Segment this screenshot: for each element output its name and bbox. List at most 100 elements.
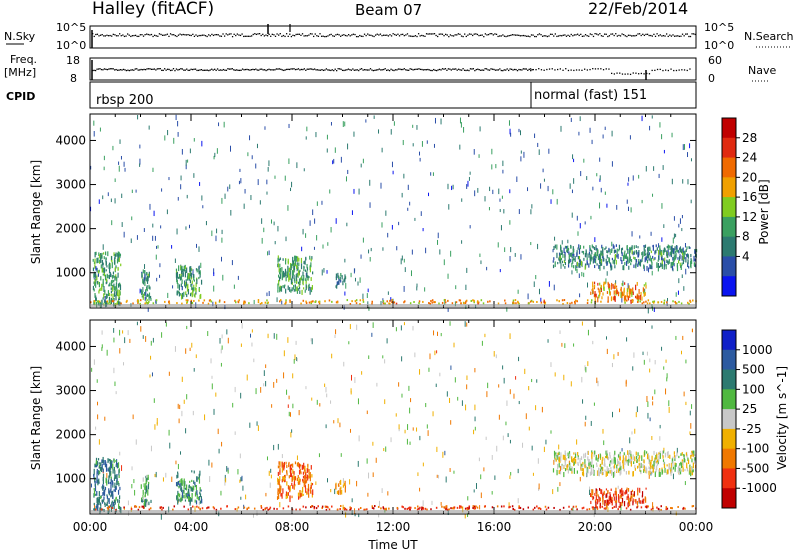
echo-cell bbox=[590, 420, 592, 426]
echo-cell bbox=[482, 302, 485, 305]
echo-cell bbox=[282, 276, 284, 279]
echo-cell bbox=[625, 381, 627, 387]
echo-cell bbox=[296, 262, 298, 265]
echo-cell bbox=[112, 271, 115, 275]
echo-cell bbox=[463, 302, 465, 305]
echo-cell bbox=[198, 496, 200, 501]
echo-cell bbox=[509, 439, 511, 444]
echo-cell bbox=[659, 471, 661, 477]
echo-cell bbox=[600, 252, 603, 256]
echo-cell bbox=[677, 257, 679, 260]
echo-cell bbox=[287, 269, 289, 273]
velocity-colorbar-label: Velocity [m s^-1] bbox=[775, 366, 789, 470]
echo-cell bbox=[690, 258, 692, 261]
echo-cell bbox=[657, 459, 659, 465]
echo-cell bbox=[587, 361, 589, 367]
echo-cell bbox=[106, 294, 108, 299]
echo-cell bbox=[341, 489, 343, 495]
echo-cell bbox=[651, 115, 653, 119]
echo-cell bbox=[114, 470, 116, 474]
velocity-echo-layer bbox=[90, 321, 697, 520]
echo-cell bbox=[281, 479, 283, 483]
nsky-sample bbox=[152, 35, 154, 38]
nsky-sample bbox=[266, 35, 269, 37]
echo-cell bbox=[464, 507, 467, 510]
echo-cell bbox=[619, 451, 621, 455]
echo-cell bbox=[673, 233, 675, 239]
freq-sample bbox=[305, 69, 307, 71]
nave-label: Nave bbox=[748, 64, 776, 77]
echo-cell bbox=[178, 485, 180, 489]
echo-cell bbox=[196, 493, 198, 500]
nsky-sample bbox=[540, 34, 542, 36]
echo-cell bbox=[144, 281, 146, 287]
echo-cell bbox=[98, 252, 100, 257]
echo-cell bbox=[627, 502, 629, 507]
echo-cell bbox=[104, 460, 106, 465]
echo-cell bbox=[685, 249, 687, 252]
echo-cell bbox=[190, 299, 193, 302]
echo-cell bbox=[183, 489, 185, 495]
nsky-sample bbox=[370, 34, 372, 36]
echo-cell bbox=[114, 474, 116, 479]
echo-cell bbox=[217, 428, 219, 435]
echo-cell bbox=[628, 470, 630, 475]
nsky-sample bbox=[169, 33, 172, 35]
echo-cell bbox=[687, 179, 689, 185]
nsky-sample bbox=[464, 33, 466, 35]
echo-cell bbox=[127, 330, 129, 336]
echo-cell bbox=[613, 459, 615, 464]
freq-sample bbox=[221, 69, 223, 71]
nsky-sample bbox=[196, 35, 199, 37]
freq-sample bbox=[99, 68, 101, 70]
echo-cell bbox=[330, 227, 332, 233]
freq-sample bbox=[319, 69, 322, 71]
echo-cell bbox=[692, 454, 694, 457]
echo-cell bbox=[558, 257, 560, 261]
echo-cell bbox=[434, 117, 436, 124]
freq-sample bbox=[330, 69, 332, 72]
echo-cell bbox=[396, 506, 399, 509]
freq-sample bbox=[433, 68, 435, 71]
nsky-sample bbox=[565, 35, 568, 37]
echo-cell bbox=[308, 469, 310, 475]
echo-cell bbox=[106, 495, 108, 499]
nsky-sample bbox=[546, 35, 549, 38]
echo-cell bbox=[659, 245, 661, 251]
echo-cell bbox=[692, 450, 694, 454]
echo-cell bbox=[588, 251, 591, 255]
echo-cell bbox=[646, 257, 648, 261]
freq-sample bbox=[114, 69, 116, 71]
nsky-sample bbox=[313, 35, 315, 38]
echo-cell bbox=[285, 276, 287, 282]
echo-cell bbox=[680, 462, 683, 469]
freq-sample bbox=[199, 69, 201, 71]
nsky-sample bbox=[260, 34, 262, 37]
echo-cell bbox=[590, 215, 592, 220]
echo-cell bbox=[548, 148, 550, 154]
echo-cell bbox=[675, 233, 677, 238]
echo-cell bbox=[240, 178, 242, 184]
echo-cell bbox=[274, 240, 276, 245]
echo-cell bbox=[598, 467, 600, 471]
echo-cell bbox=[259, 302, 262, 305]
echo-cell bbox=[679, 247, 681, 251]
echo-cell bbox=[104, 295, 106, 302]
echo-cell bbox=[447, 273, 449, 279]
echo-cell bbox=[410, 270, 412, 277]
echo-cell bbox=[93, 490, 96, 497]
echo-cell bbox=[213, 272, 215, 277]
nsky-sample bbox=[394, 33, 396, 36]
echo-cell bbox=[290, 471, 292, 477]
echo-cell bbox=[487, 382, 489, 389]
freq-sample bbox=[643, 73, 645, 75]
freq-sample bbox=[605, 68, 607, 70]
nsky-sample bbox=[435, 34, 437, 37]
echo-cell bbox=[464, 513, 466, 519]
echo-cell bbox=[619, 456, 621, 461]
echo-cell bbox=[288, 267, 291, 273]
nsky-sample bbox=[522, 34, 525, 37]
echo-cell bbox=[682, 335, 684, 340]
echo-cell bbox=[117, 499, 119, 503]
freq-sample bbox=[208, 69, 210, 72]
